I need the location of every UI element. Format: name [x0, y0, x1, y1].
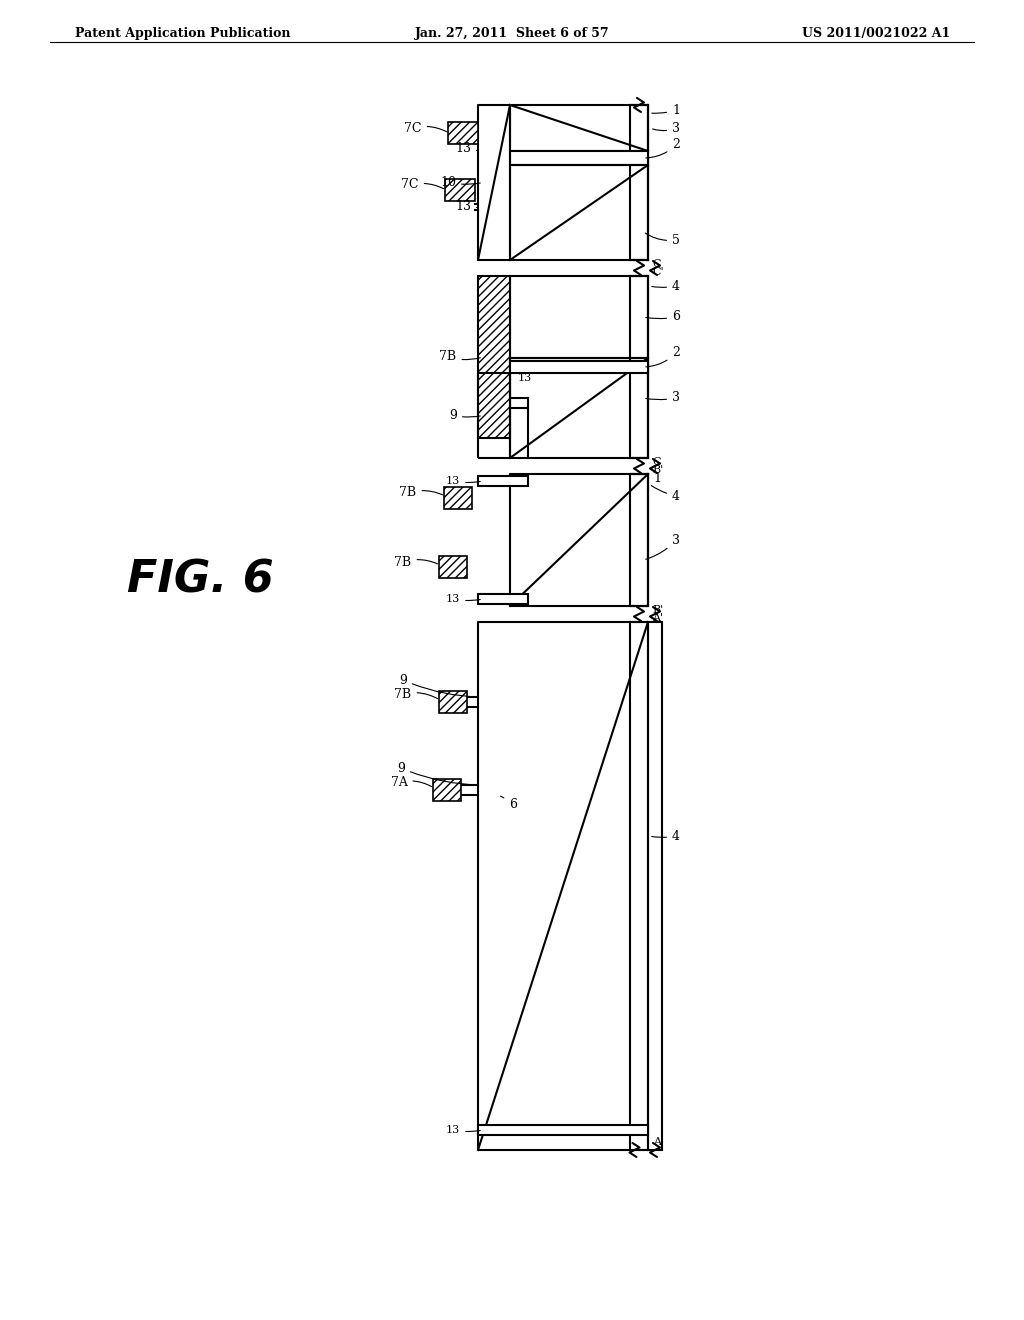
Text: 7C: 7C	[404, 121, 446, 135]
Bar	[630, 276, 648, 458]
Bar	[478, 477, 528, 486]
Bar	[439, 556, 467, 578]
Text: Jan. 27, 2011  Sheet 6 of 57: Jan. 27, 2011 Sheet 6 of 57	[415, 26, 609, 40]
Text: 1: 1	[653, 471, 662, 484]
Bar	[478, 594, 528, 605]
Bar	[630, 106, 648, 260]
Bar	[444, 487, 472, 510]
Text: 13: 13	[455, 199, 478, 213]
Bar	[445, 180, 475, 201]
Text: 13: 13	[518, 374, 532, 383]
Text: C: C	[652, 457, 660, 467]
Text: 4: 4	[651, 486, 680, 503]
Text: 7B: 7B	[399, 487, 442, 499]
Text: FIG. 6: FIG. 6	[127, 558, 273, 602]
Text: 5: 5	[645, 234, 680, 247]
Bar	[630, 474, 648, 606]
Text: 3: 3	[646, 533, 680, 560]
Text: 1: 1	[651, 103, 680, 116]
Bar	[648, 622, 662, 1150]
Text: 4: 4	[651, 280, 680, 293]
Text: 13: 13	[445, 477, 480, 486]
Text: 3: 3	[652, 121, 680, 135]
Text: 7C: 7C	[401, 178, 443, 191]
Text: C': C'	[652, 267, 664, 277]
Text: 13: 13	[445, 594, 480, 605]
Text: 9: 9	[399, 673, 478, 697]
Bar	[510, 150, 648, 165]
Text: B': B'	[652, 605, 664, 615]
Bar	[510, 360, 648, 374]
Bar	[449, 121, 478, 144]
Text: 6: 6	[501, 796, 517, 812]
Text: 3: 3	[646, 392, 680, 404]
Text: 7B: 7B	[439, 351, 480, 363]
Text: Patent Application Publication: Patent Application Publication	[75, 26, 291, 40]
Text: 7A: 7A	[390, 776, 431, 788]
Text: C: C	[652, 259, 660, 269]
Bar	[439, 690, 467, 713]
Text: 2: 2	[646, 139, 680, 158]
Text: A: A	[653, 1137, 662, 1147]
Text: 10: 10	[440, 176, 480, 189]
Text: 13: 13	[445, 1125, 480, 1135]
Text: 6: 6	[646, 310, 680, 323]
Text: US 2011/0021022 A1: US 2011/0021022 A1	[802, 26, 950, 40]
Bar	[478, 276, 510, 438]
Text: 7B: 7B	[394, 688, 437, 701]
Text: 2: 2	[646, 346, 680, 367]
Text: 9: 9	[397, 762, 478, 785]
Bar	[478, 1125, 648, 1135]
Text: 9: 9	[450, 409, 480, 422]
Text: 7B: 7B	[394, 556, 437, 569]
Text: 4: 4	[651, 829, 680, 842]
Text: B': B'	[652, 465, 664, 475]
Bar	[433, 779, 461, 801]
Text: A': A'	[652, 612, 664, 623]
Text: 13: 13	[455, 143, 478, 156]
